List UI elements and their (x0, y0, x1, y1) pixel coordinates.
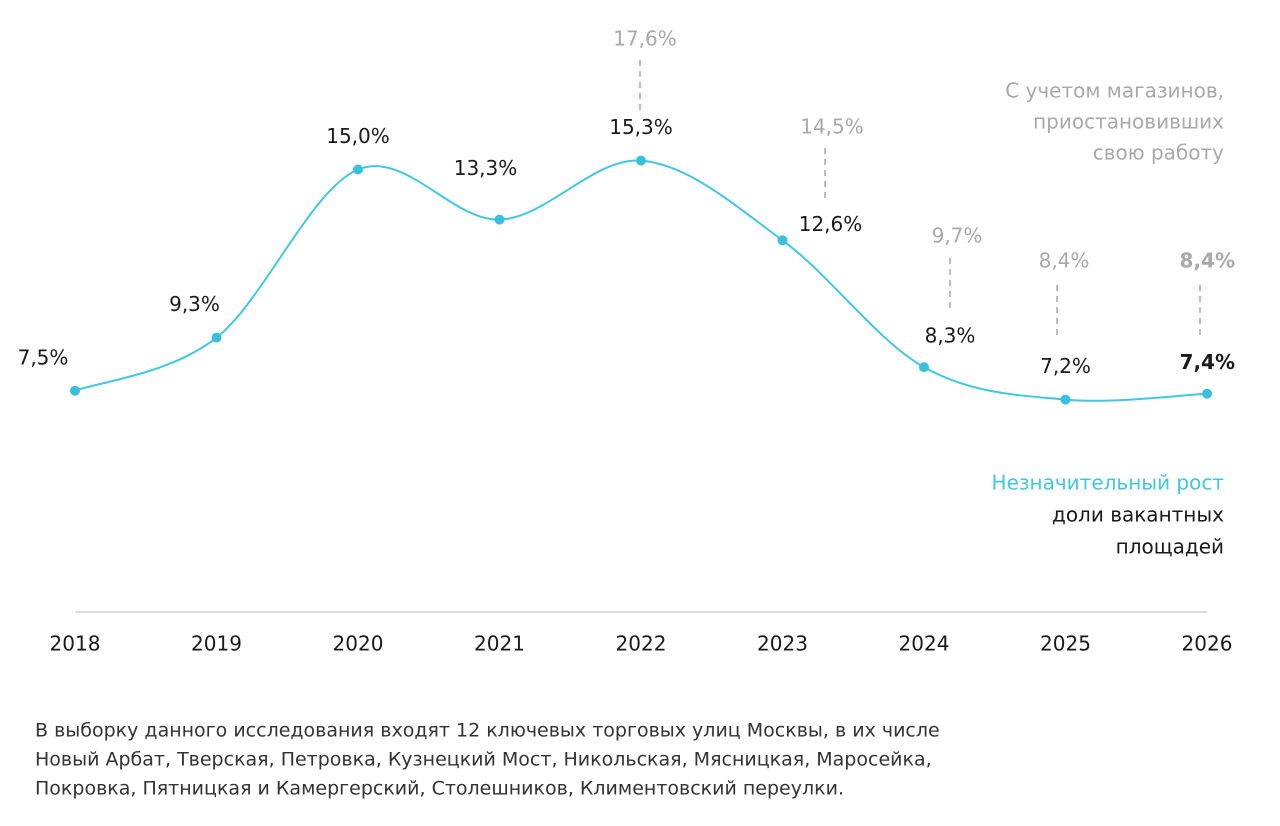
value-label: 8,3% (925, 324, 976, 348)
secondary-annotation: приостановивших (1033, 110, 1224, 134)
x-tick-label: 2018 (50, 632, 101, 656)
footnote: Покровка, Пятницкая и Камергерский, Стол… (35, 778, 844, 800)
point (919, 362, 929, 373)
point (211, 332, 222, 343)
main-annotation: доли вакантных (1052, 503, 1224, 527)
secondary-annotation: свою работу (1093, 141, 1224, 165)
value-label: 7,5% (18, 345, 69, 369)
x-tick-label: 2025 (1040, 632, 1091, 656)
value-label: 15,3% (609, 115, 673, 139)
main-annotation: Незначительный рост (992, 471, 1225, 495)
line (74, 159, 1208, 402)
point (1202, 388, 1212, 399)
x-tick-label: 2024 (899, 632, 950, 656)
point (353, 164, 363, 175)
main-annotation: площадей (1116, 535, 1224, 559)
point (636, 155, 646, 166)
value-label: 9,3% (169, 292, 220, 316)
point (70, 385, 80, 396)
x-tick-label: 2020 (333, 632, 384, 656)
footnote: В выборку данного исследования входят 12… (35, 720, 940, 742)
secondary-annotation: С учетом магазинов, (1005, 79, 1224, 103)
secondary-value-label: 17,6% (613, 27, 677, 51)
value-label: 7,2% (1040, 354, 1091, 378)
x-tick-label: 2022 (616, 632, 667, 656)
value-label: 13,3% (454, 156, 518, 180)
x-tick-label: 2021 (474, 632, 525, 656)
secondary-value-label: 14,5% (800, 115, 864, 139)
secondary-value-label: 9,7% (932, 224, 983, 248)
value-label: 12,6% (799, 212, 863, 236)
x-tick-label: 2019 (191, 632, 242, 656)
value-label: 7,4% (1180, 350, 1235, 374)
value-label: 15,0% (326, 124, 390, 148)
x-tick-label: 2023 (757, 632, 808, 656)
point (777, 235, 788, 246)
point (1060, 394, 1071, 405)
x-tick-label: 2026 (1182, 632, 1233, 656)
secondary-value-label: 8,4% (1039, 249, 1090, 273)
secondary-value-label: 8,4% (1180, 249, 1235, 273)
footnote: Новый Арбат, Тверская, Петровка, Кузнецк… (35, 749, 932, 771)
point (494, 214, 505, 225)
